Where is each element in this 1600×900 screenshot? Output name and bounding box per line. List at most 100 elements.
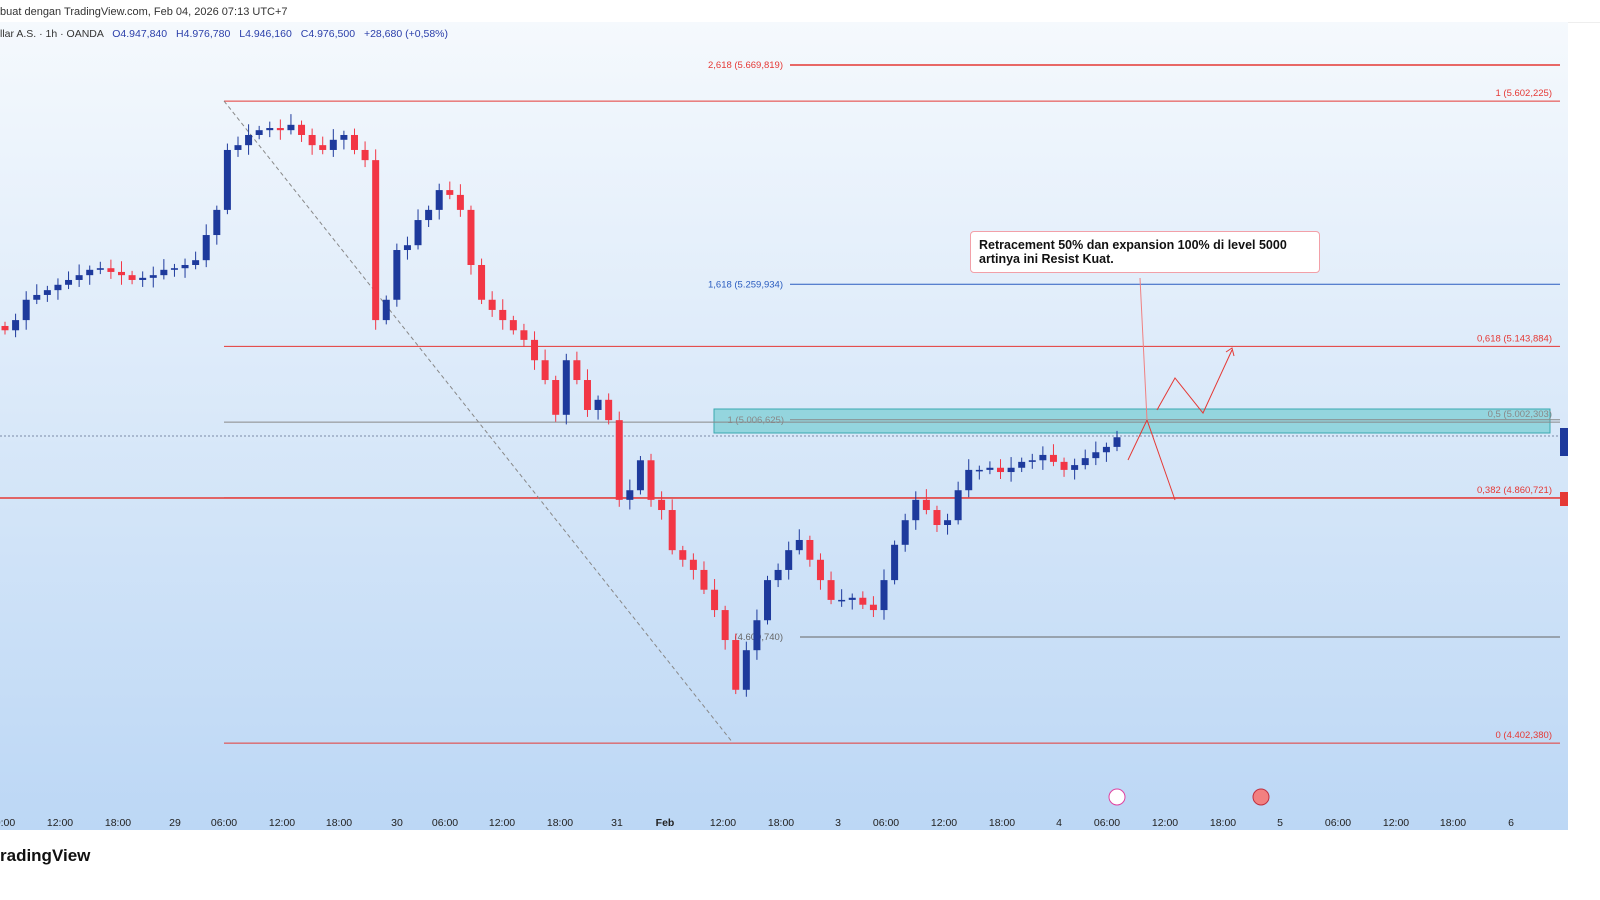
bearish-candle [869, 604, 877, 611]
time-axis[interactable]: 0:00 12:00 18:00 29 06:00 12:00 18:00 30 06:00 12… [0, 817, 1568, 850]
bullish-candle [245, 134, 253, 146]
price-marker [1560, 428, 1568, 456]
trend-diagonal [223, 100, 734, 744]
bearish-candle [658, 499, 666, 511]
bearish-candle [117, 271, 125, 276]
time-tick-label: 31 [611, 817, 623, 829]
bullish-candle [160, 269, 168, 276]
header-title: buat dengan TradingView.com, Feb 04, 202… [0, 6, 288, 18]
bearish-candle [721, 610, 729, 641]
bearish-candle [276, 128, 284, 131]
bullish-candle [965, 469, 973, 491]
bearish-candle [520, 330, 528, 340]
fib-label: 0,382 (4.860,721) [1477, 485, 1552, 496]
bullish-candle [22, 299, 30, 321]
bearish-candle [605, 399, 613, 421]
bullish-candle [901, 520, 909, 545]
bullish-candle [986, 467, 994, 470]
time-tick-label: 18:00 [1439, 817, 1467, 829]
bearish-candle [679, 550, 687, 560]
bullish-candle [139, 277, 147, 280]
lightning-event-icon [1108, 788, 1126, 806]
bearish-candle [509, 320, 517, 331]
bullish-candle [65, 279, 73, 285]
bullish-candle [774, 569, 782, 581]
bullish-candle [1081, 458, 1089, 466]
bullish-candle [435, 190, 443, 210]
bullish-candle [414, 220, 422, 246]
bearish-candle [308, 134, 316, 146]
bearish-candle [456, 194, 464, 210]
bullish-candle [149, 275, 157, 278]
bearish-candle [732, 640, 740, 690]
bullish-candle [1028, 460, 1036, 462]
bearish-candle [806, 539, 814, 560]
bullish-candle [181, 264, 189, 269]
bullish-candle [1039, 454, 1047, 461]
time-tick-label: 4 [1056, 817, 1062, 829]
time-tick-label: 5 [1277, 817, 1283, 829]
fib-label: 0,618 (5.143,884) [1477, 333, 1552, 344]
time-tick-label: 6 [1508, 817, 1514, 829]
time-tick-label: 06:00 [431, 817, 459, 829]
bullish-candle [742, 650, 750, 690]
open-value: O4.947,840 [112, 28, 168, 40]
time-tick-label: 12:00 [268, 817, 296, 829]
bullish-candle [425, 209, 433, 221]
bearish-candle [997, 467, 1005, 473]
bullish-candle [880, 580, 888, 611]
bullish-candle [1092, 452, 1100, 459]
time-tick-label: 18:00 [1209, 817, 1237, 829]
time-tick-label: 06:00 [1093, 817, 1121, 829]
bullish-candle [329, 139, 337, 150]
bullish-candle [340, 134, 348, 140]
fib-label: 2,618 (5.669,819) [708, 60, 783, 71]
bearish-candle [298, 124, 306, 135]
fib-label: 1 (5.602,225) [1495, 88, 1552, 99]
bullish-candle [54, 284, 62, 291]
bearish-candle [1060, 461, 1068, 470]
bearish-candle [128, 275, 136, 280]
bullish-candle [403, 245, 411, 251]
bearish-candle [933, 510, 941, 526]
fib-label: 1,618 (5.259,934) [708, 279, 783, 290]
bullish-candle [975, 469, 983, 472]
bullish-candle [636, 460, 644, 491]
annotation-line1: Retracement 50% dan expansion 100% di le… [979, 238, 1287, 252]
bullish-candle [86, 269, 94, 276]
bearish-candle [446, 190, 454, 195]
bearish-candle [583, 380, 591, 410]
bearish-candle [668, 510, 676, 551]
time-tick-label: 3 [835, 817, 841, 829]
time-tick-label: 06:00 [872, 817, 900, 829]
bearish-candle [573, 360, 581, 381]
bearish-candle [552, 380, 560, 415]
bearish-candle [1049, 454, 1057, 462]
fib-label: 1 (5.006,625) [727, 415, 784, 426]
bearish-candle [488, 299, 496, 310]
bearish-candle [319, 145, 327, 150]
bullish-candle [96, 268, 104, 270]
annotation-note[interactable]: Retracement 50% dan expansion 100% di le… [970, 231, 1320, 273]
bearish-candle [1, 325, 9, 331]
level-marker [1560, 492, 1568, 506]
time-tick-label: 12:00 [46, 817, 74, 829]
bullish-candle [944, 520, 952, 526]
bullish-candle [1018, 461, 1026, 468]
time-tick-label: 18:00 [104, 817, 132, 829]
bullish-candle [594, 399, 602, 410]
bullish-candle [12, 320, 20, 331]
tradingview-logo: radingView [0, 846, 91, 865]
bearish-candle [647, 460, 655, 500]
time-tick-label: Feb [655, 817, 675, 829]
ohlc-legend: llar A.S. · 1h · OANDA O4.947,840 H4.976… [0, 28, 448, 40]
bullish-candle [838, 599, 846, 602]
time-tick-label: 06:00 [1324, 817, 1352, 829]
bearish-candle [541, 360, 549, 381]
bearish-candle [827, 580, 835, 600]
annotation-line2: artinya ini Resist Kuat. [979, 252, 1114, 266]
bullish-candle [1113, 437, 1121, 447]
bullish-candle [1071, 465, 1079, 470]
bullish-candle [626, 490, 634, 500]
